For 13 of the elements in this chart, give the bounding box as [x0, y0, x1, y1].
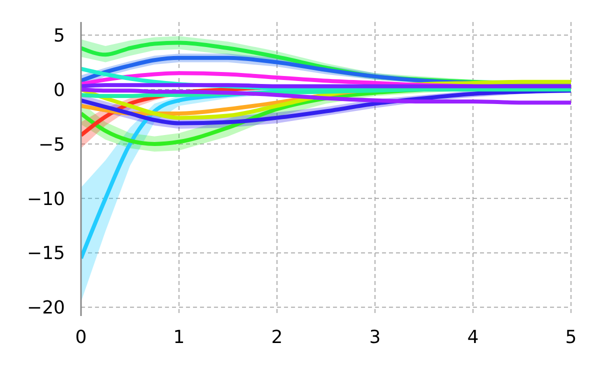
line-series: [81, 88, 571, 105]
x-tick-label: 4: [467, 326, 479, 348]
x-tick-label: 0: [75, 326, 87, 348]
y-tick-label: −10: [27, 188, 65, 210]
y-tick-label: −15: [27, 243, 65, 264]
y-tick-label: 5: [54, 25, 65, 46]
x-tick-label: 2: [271, 326, 283, 348]
y-tick-label: −20: [27, 298, 65, 319]
y-tick-label: 0: [54, 80, 65, 101]
x-tick-label: 3: [369, 326, 381, 348]
x-tick-label: 1: [173, 326, 185, 348]
y-tick-label: −5: [38, 134, 65, 156]
x-tick-label: 5: [565, 326, 577, 348]
